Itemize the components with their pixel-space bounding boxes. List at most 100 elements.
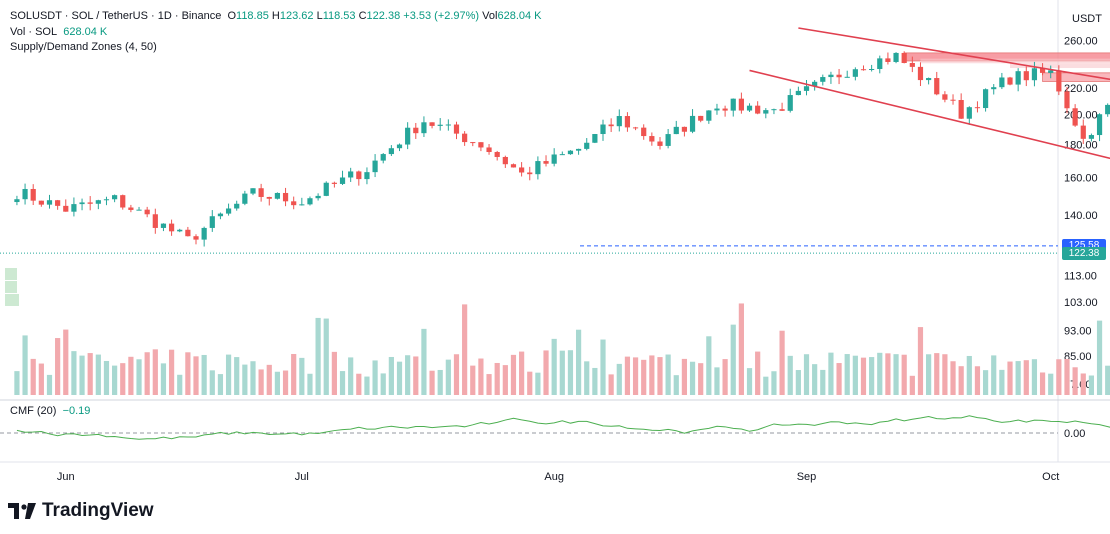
volume-bar: [649, 355, 655, 395]
candle-body: [1007, 77, 1013, 85]
candle-body: [698, 115, 704, 121]
volume-bar: [1039, 372, 1046, 395]
volume-bar: [348, 357, 354, 395]
candle-body: [689, 115, 696, 132]
volume-bar: [388, 356, 394, 395]
volume-bar: [87, 353, 93, 395]
cmf-legend: CMF (20) −0.19: [10, 405, 91, 417]
candle-body: [120, 195, 126, 208]
volume-bar: [55, 338, 61, 395]
candle-body: [974, 107, 981, 109]
volume-bar: [103, 360, 110, 395]
volume-bar: [657, 357, 663, 395]
volume-bar: [706, 336, 712, 395]
volume-bar: [274, 371, 281, 395]
faded-zone: [920, 58, 1110, 64]
volume-bar: [787, 355, 793, 395]
candle-body: [1105, 104, 1110, 115]
candle-body: [462, 133, 468, 143]
candle-body: [1056, 70, 1062, 92]
volume-bar: [543, 350, 549, 395]
candle-body: [1015, 71, 1021, 85]
volume-bar: [934, 353, 940, 395]
candle-body: [885, 58, 891, 62]
candle-body: [714, 108, 720, 111]
candle-body: [242, 193, 248, 204]
candle-body: [1088, 135, 1095, 139]
volume-bar: [177, 374, 183, 395]
volume-bar: [982, 370, 989, 395]
candle-body: [437, 124, 443, 126]
volume-bar: [559, 350, 565, 395]
candle-body: [730, 98, 736, 111]
candle-body: [966, 107, 972, 119]
volume-bar: [608, 374, 614, 395]
candle-body: [795, 90, 801, 96]
x-tick-label: Oct: [1042, 471, 1059, 483]
volume-bar: [242, 364, 248, 395]
volume-bar: [551, 338, 557, 395]
volume-bar: [193, 356, 199, 395]
candle-body: [46, 200, 53, 205]
volume-bar: [30, 358, 36, 395]
volume-bar: [1072, 367, 1078, 395]
volume-bar: [885, 353, 891, 395]
volume-bar: [339, 371, 346, 395]
volume-bar: [901, 354, 907, 395]
volume-bar: [999, 369, 1005, 395]
candle-body: [901, 52, 907, 63]
candle-body: [803, 86, 810, 91]
candle-body: [128, 207, 134, 210]
volume-bar: [1031, 359, 1038, 395]
candle-body: [551, 154, 557, 164]
volume-bar: [120, 363, 126, 395]
volume-bar: [974, 366, 981, 395]
trend-line: [798, 27, 1110, 81]
candle-body: [421, 122, 427, 134]
candle-body: [1064, 91, 1070, 109]
cmf-zero-label: 0.00: [1064, 428, 1085, 440]
tradingview-logo[interactable]: TradingView: [8, 500, 154, 522]
volume-bar: [730, 324, 736, 395]
y-tick-label: 260.00: [1064, 36, 1098, 48]
candle-body: [893, 52, 899, 62]
volume-bar: [1056, 359, 1062, 395]
y-tick-label: 220.00: [1064, 83, 1098, 95]
volume-bar: [966, 355, 972, 395]
candle-body: [193, 236, 199, 240]
volume-bar: [575, 329, 582, 395]
volume-bar: [535, 372, 541, 395]
volume-bar: [14, 371, 20, 395]
volume-bar: [185, 352, 191, 395]
volume-bar: [160, 363, 167, 395]
volume-bar: [323, 318, 329, 395]
volume-bar: [437, 369, 443, 395]
y-tick-label: 140.00: [1064, 210, 1098, 222]
volume-bar: [445, 359, 451, 395]
candle-body: [999, 77, 1005, 88]
candle-body: [543, 161, 549, 164]
candle-body: [852, 69, 858, 77]
volume-bar: [779, 330, 785, 395]
volume-bar: [502, 365, 508, 395]
volume-bar: [299, 357, 305, 395]
candle-body: [535, 161, 541, 175]
candle-body: [413, 127, 419, 134]
volume-bar: [950, 361, 956, 395]
candle-body: [828, 74, 834, 78]
volume-bar: [1023, 360, 1029, 395]
volume-bar: [632, 357, 639, 395]
volume-bar: [714, 367, 720, 395]
candle-body: [575, 148, 582, 151]
volume-bar: [234, 357, 240, 395]
candle-body: [771, 109, 777, 111]
candle-body: [527, 172, 533, 175]
volume-bar: [665, 354, 671, 395]
candle-body: [665, 134, 671, 146]
volume-bar: [250, 361, 256, 395]
candle-body: [331, 182, 337, 184]
volume-bar: [844, 354, 850, 395]
volume-bar: [592, 367, 598, 395]
volume-bar: [429, 370, 435, 395]
